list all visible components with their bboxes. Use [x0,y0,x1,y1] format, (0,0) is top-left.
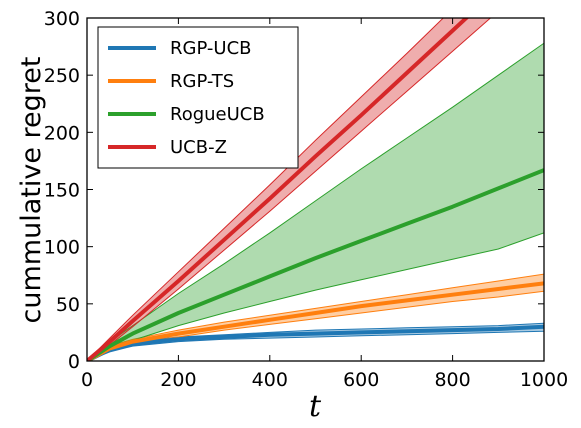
line-rgp-ucb [87,324,544,361]
y-tick-label: 100 [44,237,80,259]
legend-label-ucb-z: UCB-Z [170,137,227,158]
y-tick-label: 50 [56,294,80,316]
band-rogueucb [87,42,544,361]
y-tick-label: 250 [44,65,80,87]
legend-box [97,26,299,169]
legend-label-rogueucb: RogueUCB [170,104,265,125]
x-tick-label: 800 [434,369,470,391]
band-ucb-z [87,18,492,361]
y-tick-label: 150 [44,180,80,202]
legend-label-rgp-ucb: RGP-UCB [170,38,252,59]
legend-label-rgp-ts: RGP-TS [170,71,234,92]
x-axis-label: t [309,389,322,424]
mean-lines [87,18,544,361]
line-ucb-z [87,18,470,361]
band-rgp-ucb [87,322,544,361]
legend: RGP-UCB RGP-TS RogueUCB UCB-Z [97,26,299,169]
x-tick-label: 200 [160,369,196,391]
line-rogueucb [87,168,544,361]
x-tick-label: 0 [81,369,93,391]
y-tick-label: 0 [68,351,80,373]
x-tick-label: 1000 [520,369,568,391]
y-tick-label: 200 [44,122,80,144]
x-tick-label: 400 [252,369,288,391]
line-rgp-ts [87,281,544,361]
y-axis-label: cummulative regret [16,57,47,324]
y-tick-label: 300 [44,8,80,30]
x-tick-label: 600 [343,369,379,391]
axis-ticks: 0 200 400 600 800 1000 0 50 100 150 200 250 300 [44,8,568,391]
